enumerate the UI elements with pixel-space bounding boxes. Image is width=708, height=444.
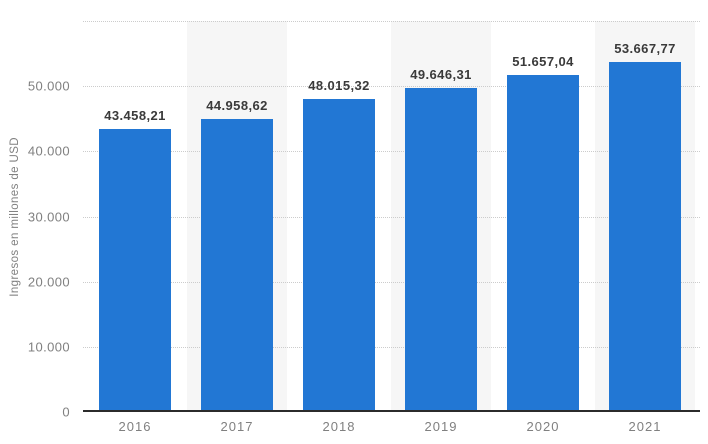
y-tick-label-0: 0 xyxy=(62,404,70,420)
bar-2021[interactable] xyxy=(609,62,681,412)
bar-value-label-2018: 48.015,32 xyxy=(308,78,370,94)
bar-value-label-2019: 49.646,31 xyxy=(410,67,472,83)
bar-2020[interactable] xyxy=(507,75,579,412)
x-axis-line xyxy=(83,410,700,412)
gridline-50000 xyxy=(83,86,700,88)
x-tick-label-2016: 2016 xyxy=(118,419,152,434)
bar-value-label-2021: 53.667,77 xyxy=(614,41,676,57)
bar-2018[interactable] xyxy=(303,99,375,412)
y-tick-label-30.000: 30.000 xyxy=(27,209,70,224)
bar-2017[interactable] xyxy=(201,119,273,412)
y-tick-label-10.000: 10.000 xyxy=(27,339,70,355)
bar-2016[interactable] xyxy=(99,128,171,412)
x-tick-label-2021: 2021 xyxy=(628,419,662,434)
x-tick-label-2018: 2018 xyxy=(322,419,356,434)
plot-area: 43.458,21 44.958,62 48.015,32 49.646,31 51.6… xyxy=(83,21,700,412)
y-tick-label-40.000: 40.000 xyxy=(27,143,70,159)
y-tick-label-20.000: 20.000 xyxy=(27,274,70,290)
bar-value-label-2020: 51.657,04 xyxy=(512,54,574,70)
y-tick-label-50.000: 50.000 xyxy=(27,78,70,94)
gridline-20000 xyxy=(83,281,700,283)
x-tick-label-2020: 2020 xyxy=(526,419,560,434)
bar-2019[interactable] xyxy=(405,88,477,412)
gridline-60000 xyxy=(83,21,700,22)
bar-value-label-2016: 43.458,21 xyxy=(104,107,166,123)
gridline-30000 xyxy=(83,216,700,218)
x-tick-label-2019: 2019 xyxy=(424,419,458,434)
x-tick-label-2017: 2017 xyxy=(220,419,254,434)
gridline-40000 xyxy=(83,151,700,153)
gridline-10000 xyxy=(83,346,700,348)
bar-value-label-2017: 44.958,62 xyxy=(206,98,268,114)
